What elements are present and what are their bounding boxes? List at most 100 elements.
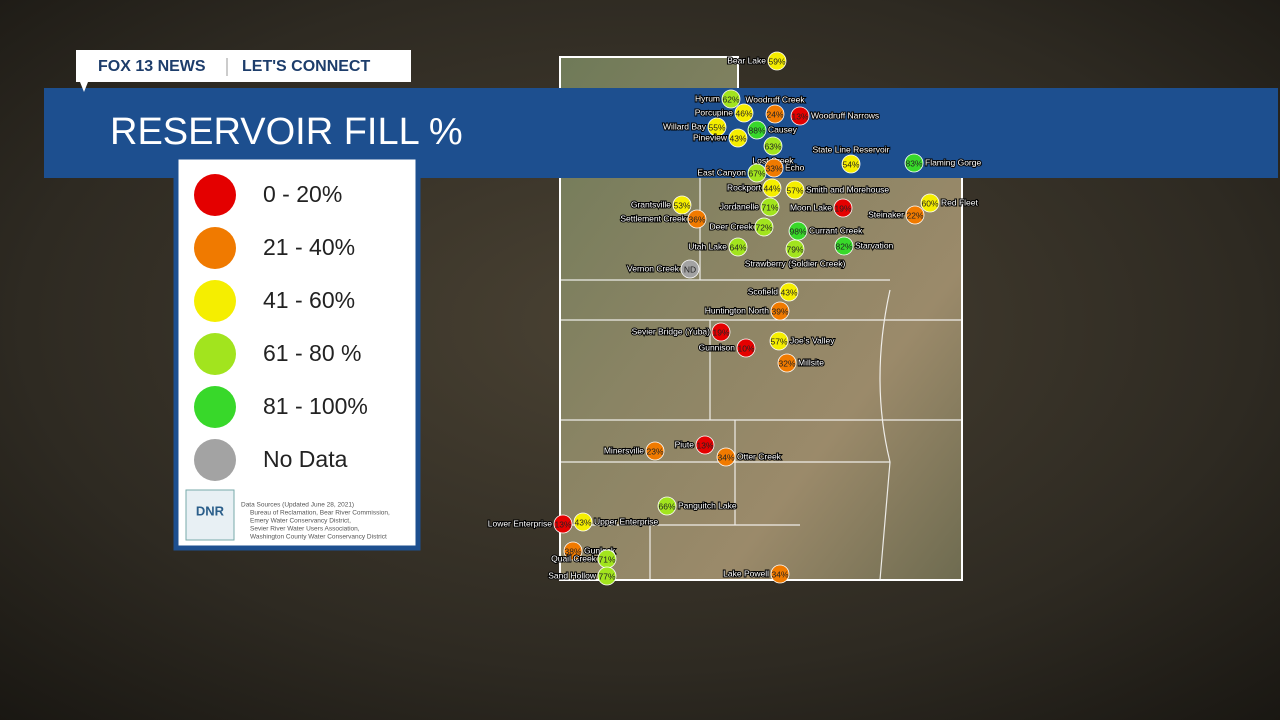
- reservoir-name: Strawberry (Soldier Creek): [745, 258, 846, 268]
- legend-swatch: [194, 439, 236, 481]
- reservoir-fill: 63%: [764, 141, 781, 151]
- legend-swatch: [194, 280, 236, 322]
- reservoir-marker: [695, 435, 715, 455]
- reservoir-marker: [597, 566, 617, 586]
- reservoir-fill: 32%: [778, 358, 795, 368]
- reservoir-name: Otter Creek: [737, 451, 782, 461]
- section: LET'S CONNECT: [242, 58, 370, 75]
- reservoir-marker: [769, 331, 789, 351]
- logo-box: [185, 489, 235, 541]
- reservoir-marker: [687, 209, 707, 229]
- reservoir-fill: 34%: [771, 569, 788, 579]
- legend-label: 21 - 40%: [263, 234, 355, 260]
- legend-label: 41 - 60%: [263, 287, 355, 313]
- reservoir-fill: 55%: [708, 122, 725, 132]
- reservoir-fill: 13%: [696, 440, 713, 450]
- reservoir-name: Bear Lake: [727, 55, 766, 65]
- reservoir-name: State Line Reservoir: [812, 144, 889, 154]
- reservoir-fill: 53%: [673, 200, 690, 210]
- reservoir-fill: 64%: [729, 242, 746, 252]
- reservoir-name: Scofield: [748, 286, 779, 296]
- reservoir-fill: 23%: [646, 446, 663, 456]
- source-line: Washington County Water Conservancy Dist…: [250, 534, 387, 541]
- reservoir-name: Upper Enterprise: [594, 516, 659, 526]
- reservoir-fill: 34%: [717, 452, 734, 462]
- reservoir-fill: 24%: [766, 109, 783, 119]
- reservoir-name: Huntington North: [705, 305, 770, 315]
- reservoir-marker: [788, 221, 808, 241]
- reservoir-fill: 59%: [768, 56, 785, 66]
- reservoir-marker: [905, 205, 925, 225]
- reservoir-marker: [680, 259, 700, 279]
- reservoir-marker: [747, 163, 767, 183]
- reservoir-name: Lower Enterprise: [488, 518, 553, 528]
- reservoir-name: Sevier Bridge (Yuba): [632, 326, 711, 336]
- reservoir-name: Echo: [785, 162, 805, 172]
- reservoir-name: Minersville: [604, 445, 644, 455]
- reservoir-marker: [765, 104, 785, 124]
- reservoir-name: Willard Bay: [663, 121, 707, 131]
- brand: FOX 13 NEWS: [98, 58, 206, 75]
- reservoir-marker: [777, 353, 797, 373]
- source-line: Bureau of Reclamation, Bear River Commis…: [250, 510, 390, 517]
- reservoir-name: East Canyon: [697, 167, 746, 177]
- reservoir-marker: [785, 239, 805, 259]
- reservoir-name: Smith and Morehouse: [806, 184, 889, 194]
- reservoir-marker: [747, 120, 767, 140]
- reservoir-name: Deer Creek: [710, 221, 754, 231]
- reservoir-marker: [767, 51, 787, 71]
- reservoir-fill: 19%: [712, 327, 729, 337]
- reservoir-fill: 10%: [737, 343, 754, 353]
- reservoir-fill: 66%: [658, 501, 675, 511]
- reservoir-marker: [770, 564, 790, 584]
- reservoir-fill: 60%: [921, 198, 938, 208]
- legend-label: 81 - 100%: [263, 393, 368, 419]
- reservoir-fill: 22%: [906, 210, 923, 220]
- reservoir-fill: 79%: [786, 244, 803, 254]
- reservoir-marker: [762, 178, 782, 198]
- legend-swatch: [194, 174, 236, 216]
- source-line: Data Sources (Updated June 28, 2021): [241, 502, 354, 509]
- reservoir-marker: [716, 447, 736, 467]
- legend-swatch: [194, 333, 236, 375]
- reservoir-marker: [790, 106, 810, 126]
- reservoir-marker: [904, 153, 924, 173]
- reservoir-name: Joe's Valley: [790, 335, 835, 345]
- reservoir-fill: 36%: [688, 214, 705, 224]
- reservoir-fill: 54%: [842, 159, 859, 169]
- reservoir-name: Sand Hollow: [548, 570, 597, 580]
- reservoir-marker: [728, 237, 748, 257]
- reservoir-fill: 77%: [598, 571, 615, 581]
- reservoir-fill: 33%: [765, 163, 782, 173]
- reservoir-marker: [734, 103, 754, 123]
- reservoir-marker: [834, 236, 854, 256]
- reservoir-name: Woodruff Narrows: [811, 110, 879, 120]
- reservoir-fill: 13%: [791, 111, 808, 121]
- legend-swatch: [194, 386, 236, 428]
- source-line: Emery Water Conservancy District,: [250, 518, 351, 525]
- reservoir-name: Steinaker: [868, 209, 904, 219]
- reservoir-name: Woodruff Creek: [745, 94, 805, 104]
- reservoir-name: Quail Creek: [551, 553, 597, 563]
- legend-label: 61 - 80 %: [263, 340, 361, 366]
- reservoir-fill: 43%: [780, 287, 797, 297]
- reservoir-fill: 43%: [729, 133, 746, 143]
- brand-tag: [76, 50, 411, 92]
- logo: DNR: [196, 503, 225, 518]
- reservoir-fill: 46%: [735, 108, 752, 118]
- reservoir-fill: 88%: [748, 125, 765, 135]
- legend-label: 0 - 20%: [263, 181, 342, 207]
- reservoir-marker: [785, 180, 805, 200]
- reservoir-fill: 72%: [755, 222, 772, 232]
- reservoir-marker: [736, 338, 756, 358]
- reservoir-name: Causey: [768, 124, 798, 134]
- reservoir-name: Panguitch Lake: [678, 500, 737, 510]
- reservoir-marker: [841, 154, 861, 174]
- reservoir-marker: [657, 496, 677, 516]
- reservoir-fill: 44%: [763, 183, 780, 193]
- reservoir-name: Lake Powell: [723, 568, 769, 578]
- reservoir-marker: [760, 197, 780, 217]
- reservoir-name: Millsite: [798, 357, 824, 367]
